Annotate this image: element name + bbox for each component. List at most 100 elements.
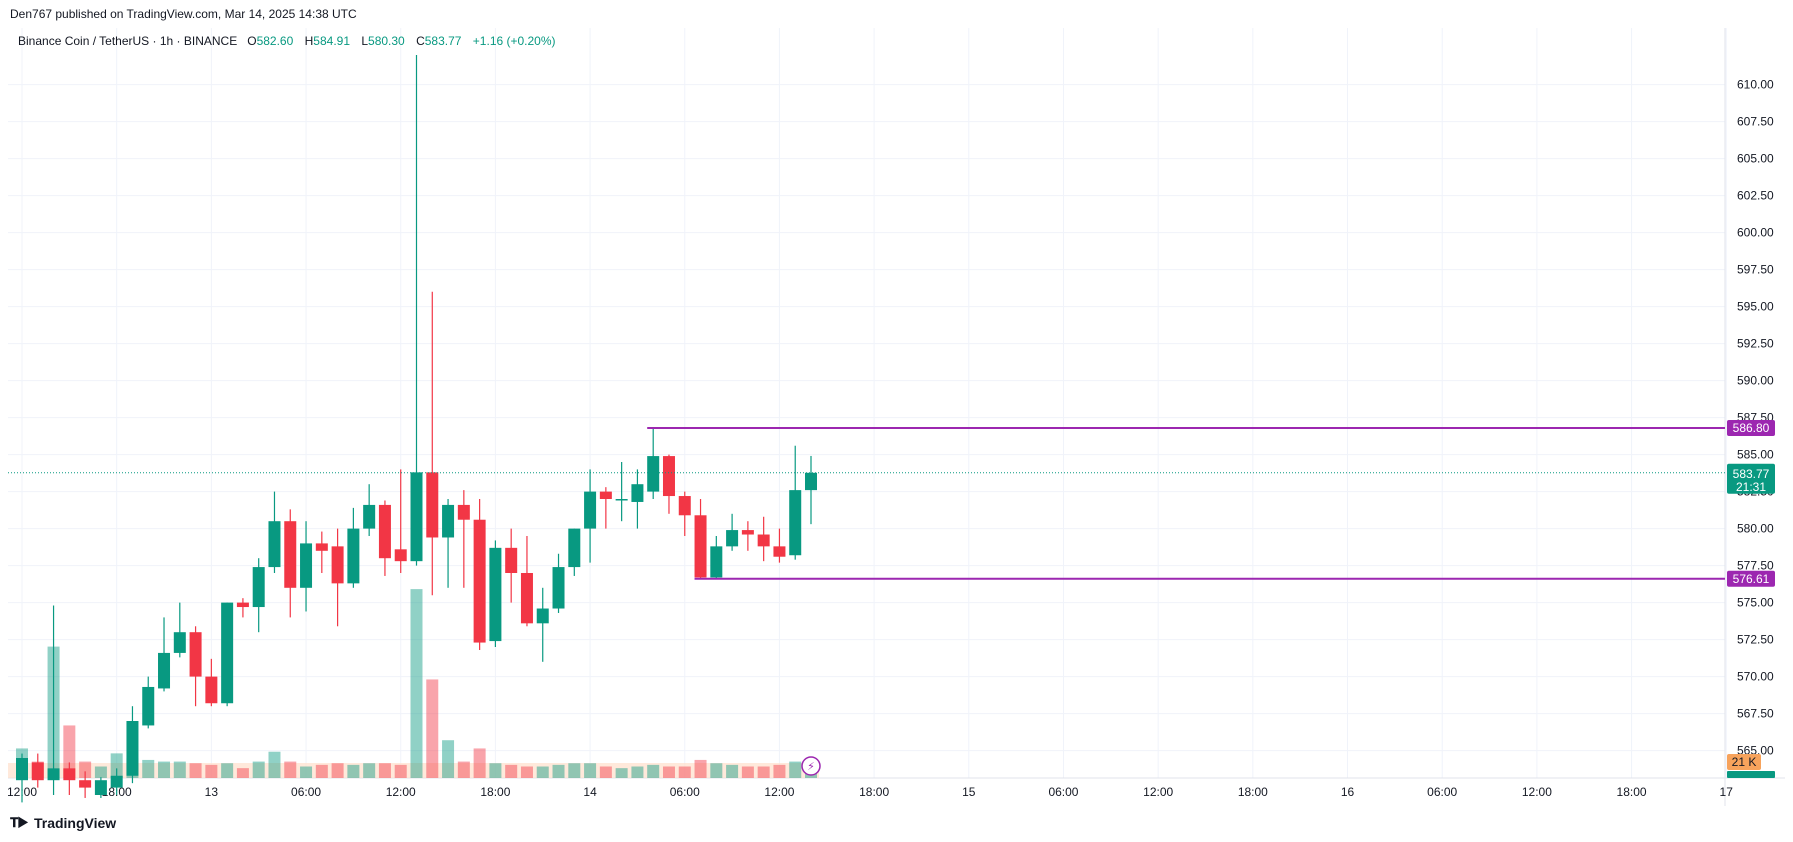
candle-body xyxy=(236,602,249,608)
x-tick-label: 18:00 xyxy=(859,785,889,799)
volume-bar xyxy=(284,761,297,778)
close-value: 583.77 xyxy=(424,34,462,48)
volume-bar xyxy=(662,766,675,778)
candle-body xyxy=(221,602,234,704)
x-tick-label: 13 xyxy=(205,785,219,799)
y-tick-label: 597.50 xyxy=(1737,263,1774,277)
volume-bar xyxy=(552,764,565,778)
volume-bar xyxy=(568,763,581,778)
volume-bar xyxy=(189,763,202,778)
volume-bar xyxy=(79,761,92,778)
tradingview-logo[interactable]: 𝐓▶ TradingView xyxy=(10,815,116,831)
candle-body xyxy=(189,632,202,677)
volume-bar xyxy=(473,748,486,778)
volume-bar xyxy=(426,679,439,778)
candle-body xyxy=(615,499,628,501)
x-tick-label: 16 xyxy=(1341,785,1355,799)
tradingview-logo-icon: 𝐓▶ xyxy=(10,815,29,830)
candle-body xyxy=(394,549,407,562)
change-value: +1.16 (+0.20%) xyxy=(472,34,556,48)
candle-body xyxy=(568,528,581,568)
y-tick-label: 585.00 xyxy=(1737,448,1774,462)
volume-bar xyxy=(173,761,186,778)
volume-bar xyxy=(331,763,344,778)
candle-body xyxy=(378,504,391,559)
volume-bar xyxy=(584,763,597,778)
y-tick-label: 570.00 xyxy=(1737,670,1774,684)
countdown-label: 21:31 xyxy=(1736,480,1766,494)
open-label: O xyxy=(247,34,257,48)
volume-band xyxy=(8,763,819,778)
candle-body xyxy=(284,521,297,588)
open-value: 582.60 xyxy=(256,34,294,48)
y-tick-label: 592.50 xyxy=(1737,337,1774,351)
volume-bar xyxy=(110,753,123,778)
candle-body xyxy=(442,504,455,538)
x-tick-label: 18:00 xyxy=(1617,785,1647,799)
high-value: 584.91 xyxy=(313,34,350,48)
symbol-legend: Binance Coin / TetherUS · 1h · BINANCE O… xyxy=(18,34,556,48)
candle-body xyxy=(300,543,313,588)
volume-bar xyxy=(457,761,470,778)
candle-body xyxy=(94,780,107,795)
volume-tag xyxy=(1727,754,1761,770)
candle-body xyxy=(536,608,549,624)
volume-bar xyxy=(300,766,313,778)
candle-body xyxy=(678,496,691,516)
x-tick-label: 14 xyxy=(583,785,597,799)
volume-bar xyxy=(158,761,171,778)
volume-bar xyxy=(615,768,628,778)
x-tick-label: 06:00 xyxy=(670,785,700,799)
volume-bar xyxy=(489,763,502,778)
candle-body xyxy=(552,567,565,609)
volume-bar xyxy=(363,763,376,778)
last-price-label: 583.77 xyxy=(1733,467,1770,481)
level-price-label: 576.61 xyxy=(1733,572,1770,586)
low-value: 580.30 xyxy=(368,34,405,48)
x-tick-label: 12:00 xyxy=(764,785,794,799)
symbol-title[interactable]: Binance Coin / TetherUS · 1h · BINANCE xyxy=(18,34,238,48)
x-tick-label: 17 xyxy=(1720,785,1734,799)
candle-body xyxy=(662,456,675,497)
volume-bar xyxy=(757,766,770,778)
volume-bar xyxy=(315,764,328,778)
candle-body xyxy=(315,543,328,551)
publish-info: Den767 published on TradingView.com, Mar… xyxy=(10,7,357,21)
candle-body xyxy=(142,686,155,726)
x-tick-label: 12:00 xyxy=(1522,785,1552,799)
volume-bar xyxy=(142,759,155,778)
candle-body xyxy=(631,484,644,502)
volume-bar xyxy=(410,589,423,778)
volume-bar xyxy=(252,761,265,778)
volume-bar xyxy=(789,761,802,778)
candle-body xyxy=(331,546,344,584)
y-tick-label: 575.00 xyxy=(1737,596,1774,610)
candle-body xyxy=(473,519,486,643)
last-price-tag xyxy=(1727,463,1775,494)
candle-body xyxy=(252,567,265,608)
candle-body xyxy=(489,547,502,642)
y-tick-label: 590.00 xyxy=(1737,374,1774,388)
volume-bar xyxy=(205,764,218,778)
y-tick-label: 602.50 xyxy=(1737,189,1774,203)
volume-bar xyxy=(710,763,723,778)
x-tick-label: 06:00 xyxy=(1048,785,1078,799)
candlestick-chart[interactable]: 565.00567.50570.00572.50575.00577.50580.… xyxy=(8,28,1785,806)
candle-body xyxy=(268,521,281,568)
volume-bar xyxy=(347,764,360,778)
level-price-tag xyxy=(1727,419,1775,436)
volume-bar xyxy=(741,766,754,778)
candle-body xyxy=(363,504,376,529)
volume-bar xyxy=(536,766,549,778)
y-tick-label: 567.50 xyxy=(1737,707,1774,721)
candle-body xyxy=(789,490,802,556)
candle-body xyxy=(505,547,518,573)
candle-body xyxy=(158,652,171,689)
x-tick-label: 18:00 xyxy=(1238,785,1268,799)
volume-bar xyxy=(647,764,660,778)
candle-body xyxy=(47,768,60,781)
candle-body xyxy=(710,546,723,578)
candle-body xyxy=(805,472,817,491)
chart-area[interactable]: 565.00 567.50 570.00 572.50 575.00 577.50 580.… xyxy=(8,28,1785,806)
candle-body xyxy=(520,573,533,624)
